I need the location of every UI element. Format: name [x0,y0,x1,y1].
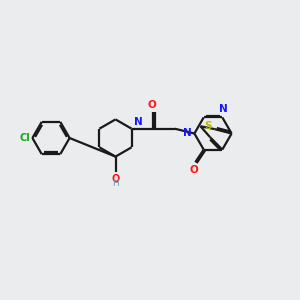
Text: O: O [147,100,156,110]
Text: H: H [112,179,119,188]
Text: N: N [134,117,142,127]
Text: N: N [218,104,227,114]
Text: O: O [189,165,198,175]
Text: O: O [111,174,120,184]
Text: S: S [204,121,212,131]
Text: Cl: Cl [19,133,30,143]
Text: N: N [183,128,191,139]
